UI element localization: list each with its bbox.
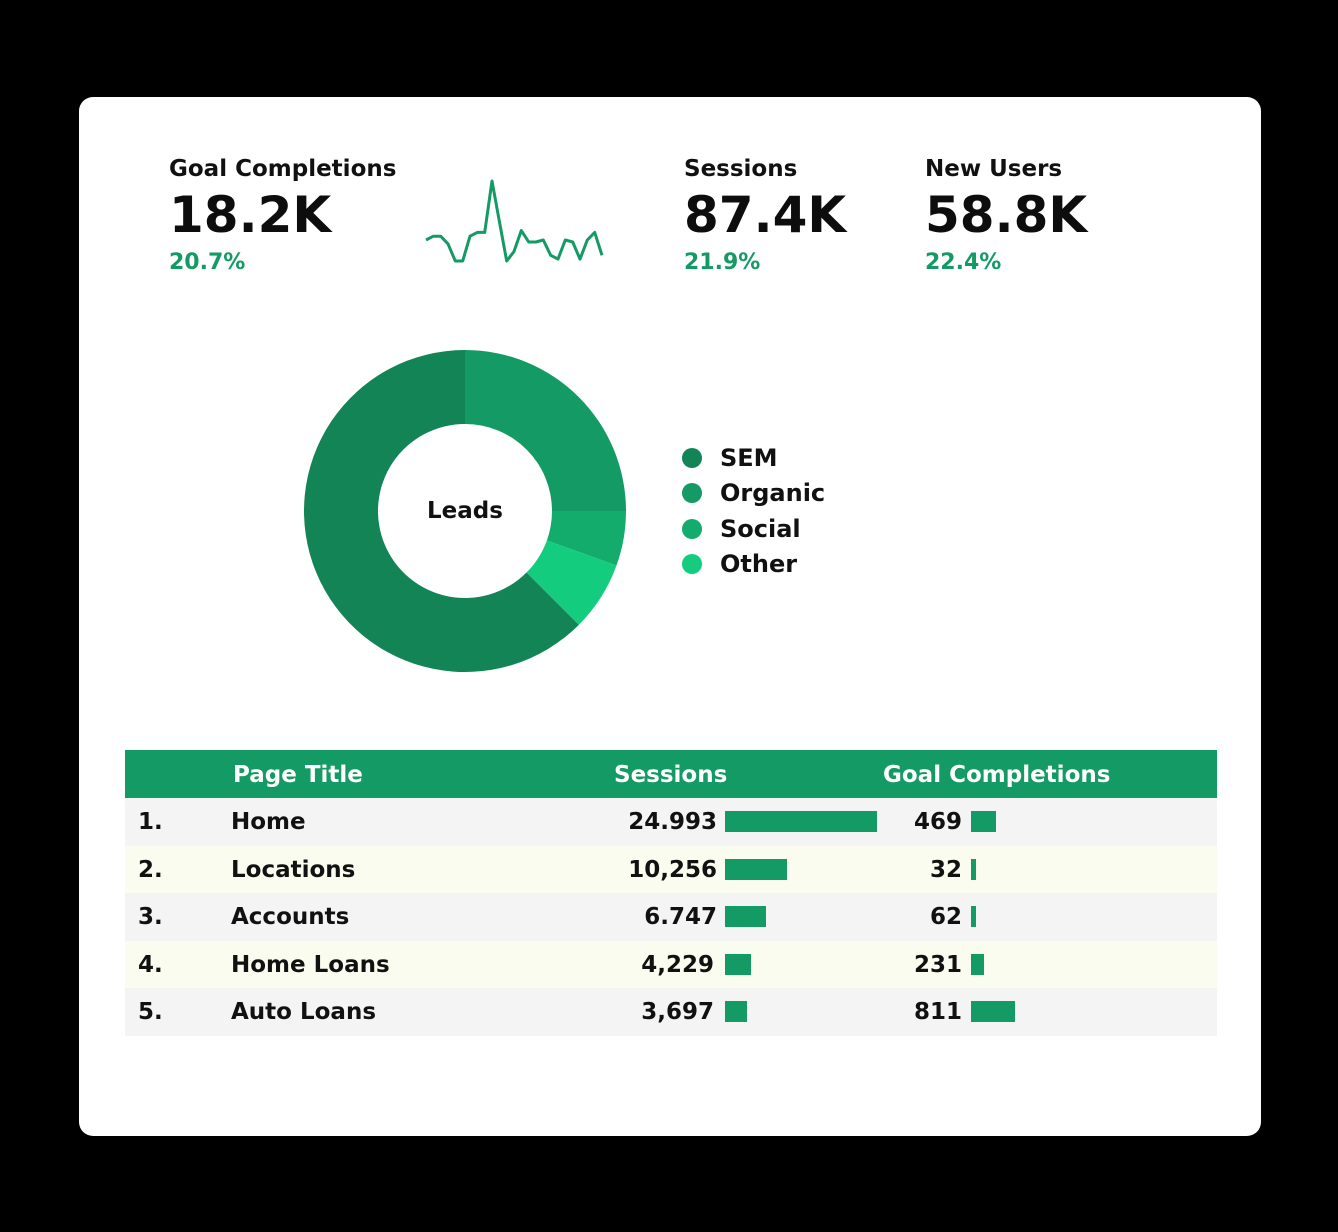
column-header-sessions: Sessions [614,762,728,788]
kpi-goal-completions: Goal Completions 18.2K 20.7% [169,156,396,275]
leads-donut-chart [304,350,626,672]
legend-label: Organic [720,479,826,508]
kpi-value: 87.4K [684,186,847,244]
legend-item-other: Other [682,547,825,583]
donut-legend: SEM Organic Social Other [682,440,825,582]
sparkline-series-line [425,179,604,263]
table-header: Page Title Sessions Goal Completions [125,750,1217,798]
row-sessions-value: 24.993 [628,809,717,835]
row-goal-completions-value: 62 [929,904,962,931]
kpi-change: 20.7% [169,250,246,275]
goal-completions-bar [971,858,976,880]
legend-item-social: Social [682,511,825,547]
row-page-title[interactable]: Home [231,809,306,835]
column-header-goal-completions: Goal Completions [883,762,1111,788]
kpi-label: Sessions [684,156,798,182]
kpi-change: 22.4% [925,250,1002,275]
sessions-bar [725,906,766,928]
row-sessions-value: 6.747 [644,904,717,931]
row-sessions-value: 4,229 [641,951,714,978]
sparkline-chart [425,179,604,263]
donut-slice-sem [304,350,579,672]
row-goal-completions-value: 811 [913,999,962,1026]
table-row: 5. Auto Loans 3,697 811 [125,988,1217,1036]
row-goal-completions-value: 469 [913,809,962,835]
top-pages-table: Page Title Sessions Goal Completions 1. H… [125,750,1217,1036]
legend-dot [682,447,702,468]
table-row: 3. Accounts 6.747 62 [125,893,1217,941]
row-sessions-value: 3,697 [641,999,714,1026]
legend-item-sem: SEM [682,440,825,476]
row-goal-completions-value: 231 [913,951,962,978]
table-row: 1. Home 24.993 469 [125,798,1217,846]
legend-label: Other [720,550,798,579]
goal-completions-bar [971,953,984,975]
sessions-bar [725,811,877,832]
row-rank: 3. [138,904,163,931]
legend-label: SEM [720,443,778,472]
row-page-title[interactable]: Locations [231,856,356,883]
kpi-new-users: New Users 58.8K 22.4% [925,156,1087,275]
kpi-value: 18.2K [169,186,332,244]
donut-slice-other [526,540,617,625]
row-rank: 5. [138,999,163,1026]
sessions-bar [725,858,787,880]
goal-completions-bar [971,811,996,832]
goal-completions-bar [971,1001,1015,1023]
row-sessions-value: 10,256 [628,856,717,883]
row-rank: 4. [138,951,163,978]
table-row: 2. Locations 10,256 32 [125,845,1217,894]
row-rank: 1. [138,809,163,835]
legend-item-organic: Organic [682,476,825,512]
legend-dot [682,518,702,539]
row-page-title[interactable]: Home Loans [231,951,390,978]
kpi-label: New Users [925,156,1063,182]
legend-dot [682,483,702,504]
row-goal-completions-value: 32 [929,856,962,883]
kpi-change: 21.9% [684,250,761,275]
donut-slice-organic [465,350,626,511]
kpi-sessions: Sessions 87.4K 21.9% [684,156,846,275]
table-body: 1. Home 24.993 469 2. Locations 10,256 32 3. Acco… [125,798,1217,1036]
sessions-bar [725,953,751,975]
table-row: 4. Home Loans 4,229 231 [125,940,1217,989]
row-page-title[interactable]: Auto Loans [231,999,377,1026]
sessions-bar [725,1001,747,1023]
column-header-page-title: Page Title [233,762,363,788]
kpi-value: 58.8K [925,186,1088,244]
row-rank: 2. [138,856,163,883]
kpi-label: Goal Completions [169,156,397,182]
legend-dot [682,554,702,575]
goal-completions-bar [971,906,976,928]
legend-label: Social [720,514,801,543]
row-page-title[interactable]: Accounts [231,904,350,931]
donut-slice-social [546,511,626,566]
